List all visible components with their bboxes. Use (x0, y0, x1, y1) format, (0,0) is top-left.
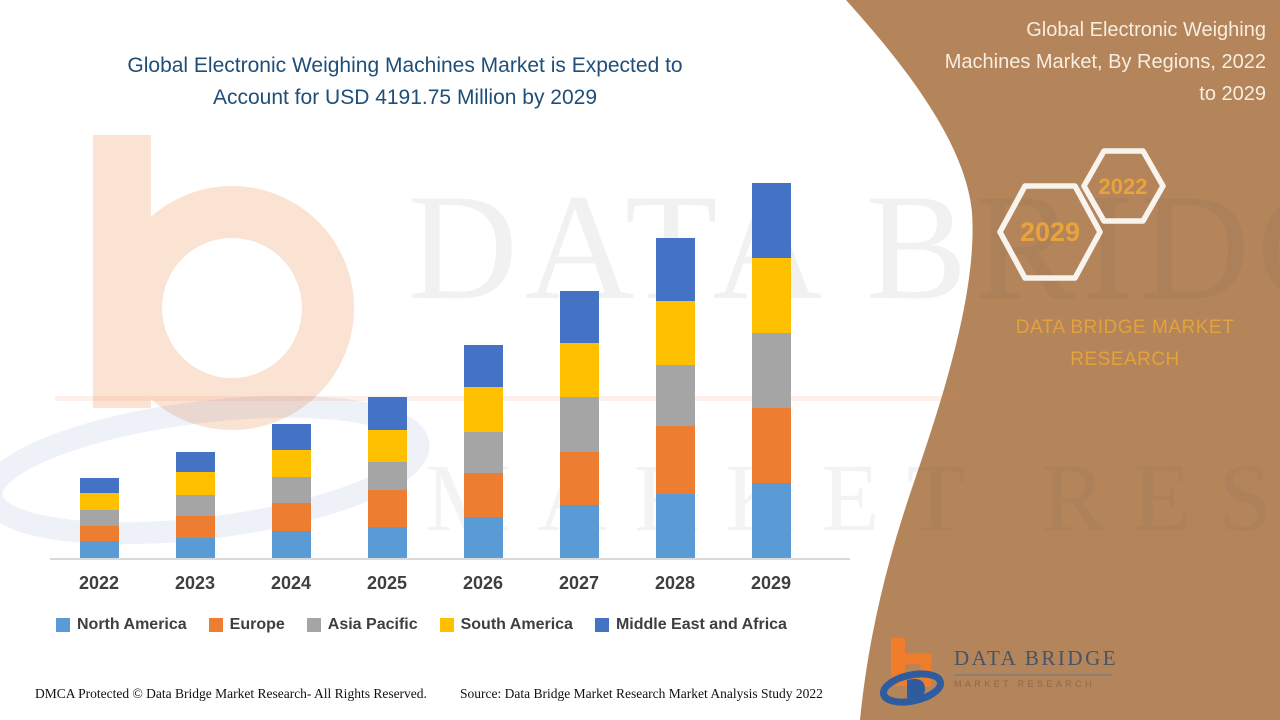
data-bridge-logo-icon (880, 638, 944, 706)
side-panel-heading-line3: to 2029 (1199, 83, 1266, 105)
bar-segment-asia-pacific-2024 (271, 477, 311, 503)
legend-swatch-north-america (56, 618, 70, 632)
bar-segment-north-america-2027 (559, 505, 599, 558)
stacked-bar-2026 (463, 345, 503, 558)
bar-segment-middle-east-and-africa-2028 (655, 238, 695, 301)
legend-item-north-america: North America (56, 616, 187, 634)
legend-item-asia-pacific: Asia Pacific (306, 616, 418, 634)
x-axis-label-2022: 2022 (78, 573, 120, 593)
bar-segment-north-america-2026 (463, 517, 503, 558)
logo-title: DATA BRIDGE (954, 646, 1119, 670)
legend-label-middle-east-and-africa: Middle East and Africa (615, 616, 787, 633)
stacked-bar-2024 (271, 424, 311, 558)
logo-text-block: DATA BRIDGE MARKET RESEARCH (954, 634, 1118, 689)
bar-segment-europe-2024 (271, 503, 311, 531)
bar-segment-middle-east-and-africa-2027 (559, 291, 599, 343)
legend-item-middle-east-and-africa: Middle East and Africa (594, 616, 787, 634)
bar-segment-europe-2027 (559, 452, 599, 505)
bar-segment-asia-pacific-2026 (463, 432, 503, 473)
legend-item-south-america: South America (439, 616, 573, 634)
legend-swatch-europe (208, 618, 223, 632)
legend-swatch-south-america (439, 618, 454, 632)
x-axis-label-2023: 2023 (174, 573, 216, 593)
stacked-bar-2027 (559, 291, 599, 558)
bar-segment-europe-2028 (655, 426, 695, 494)
bar-segment-asia-pacific-2023 (175, 495, 215, 516)
hexagon-2022-label: 2022 (1099, 174, 1148, 199)
x-axis-label-2029: 2029 (750, 573, 792, 593)
stacked-bar-2029 (751, 183, 791, 558)
chart-title: Global Electronic Weighing Machines Mark… (55, 50, 755, 114)
bar-segment-middle-east-and-africa-2029 (751, 183, 791, 258)
bar-segment-europe-2025 (367, 490, 407, 527)
legend-label-south-america: South America (460, 616, 573, 633)
hexagon-2029-badge: 2029 (997, 183, 1103, 281)
side-panel-heading: Global Electronic Weighing Machines Mark… (866, 14, 1266, 110)
bar-segment-europe-2023 (175, 516, 215, 538)
bar-segment-asia-pacific-2025 (367, 462, 407, 490)
brand-wordmark-line2: RESEARCH (1070, 349, 1180, 370)
chart-legend: North America Europe Asia Pacific South Ame… (56, 616, 787, 634)
bar-segment-middle-east-and-africa-2024 (271, 424, 311, 450)
bar-segment-south-america-2029 (751, 258, 791, 333)
stacked-bar-2028 (655, 238, 695, 558)
bar-segment-south-america-2026 (463, 387, 503, 432)
logo-underline (954, 674, 1112, 676)
bar-segment-middle-east-and-africa-2026 (463, 345, 503, 387)
x-axis-label-2028: 2028 (654, 573, 696, 593)
bar-segment-south-america-2022 (79, 493, 119, 510)
x-axis-label-2026: 2026 (462, 573, 504, 593)
bar-segment-asia-pacific-2028 (655, 365, 695, 426)
x-axis-line (50, 558, 850, 560)
dmca-notice: DMCA Protected © Data Bridge Market Rese… (35, 686, 427, 701)
brand-wordmark-line1: DATA BRIDGE MARKET (1015, 317, 1235, 338)
chart-title-line1: Global Electronic Weighing Machines Mark… (127, 54, 683, 77)
brand-wordmark: DATA BRIDGE MARKET RESEARCH (990, 312, 1260, 376)
bar-segment-north-america-2029 (751, 483, 791, 558)
bar-segment-south-america-2023 (175, 472, 215, 495)
bar-segment-north-america-2028 (655, 494, 695, 558)
bar-segment-middle-east-and-africa-2025 (367, 397, 407, 430)
stacked-bar-2025 (367, 397, 407, 558)
bar-segment-europe-2026 (463, 473, 503, 517)
legend-label-asia-pacific: Asia Pacific (327, 616, 418, 633)
bar-segment-north-america-2025 (367, 527, 407, 558)
hexagon-2022-badge: 2022 (1081, 148, 1166, 224)
bar-segment-south-america-2024 (271, 450, 311, 477)
bar-segment-asia-pacific-2029 (751, 333, 791, 408)
bar-segment-europe-2022 (79, 526, 119, 541)
bar-segment-europe-2029 (751, 408, 791, 483)
logo-subtitle: MARKET RESEARCH (954, 679, 1095, 689)
legend-label-europe: Europe (229, 616, 285, 633)
bar-segment-north-america-2024 (271, 531, 311, 558)
bar-segment-middle-east-and-africa-2022 (79, 478, 119, 493)
x-axis-label-2027: 2027 (558, 573, 600, 593)
bar-segment-asia-pacific-2027 (559, 397, 599, 452)
side-panel-heading-line1: Global Electronic Weighing (1026, 19, 1266, 41)
chart-title-line2: Account for USD 4191.75 Million by 2029 (212, 86, 598, 109)
x-axis-label-2025: 2025 (366, 573, 408, 593)
hexagon-year-badges: 2029 2022 (997, 148, 1166, 281)
bar-segment-asia-pacific-2022 (79, 510, 119, 526)
stacked-bar-2022 (79, 478, 119, 558)
bar-segment-south-america-2025 (367, 430, 407, 462)
hexagon-2029-label: 2029 (1020, 217, 1080, 247)
data-bridge-logo: DATA BRIDGE MARKET RESEARCH (880, 634, 1118, 706)
bar-segment-north-america-2022 (79, 541, 119, 558)
legend-swatch-asia-pacific (306, 618, 321, 632)
legend-label-north-america: North America (77, 616, 187, 633)
bar-segment-south-america-2027 (559, 343, 599, 397)
x-axis-label-2024: 2024 (270, 573, 312, 593)
stacked-bar-2023 (175, 452, 215, 558)
legend-item-europe: Europe (208, 616, 285, 634)
bar-segment-middle-east-and-africa-2023 (175, 452, 215, 472)
side-panel-heading-line2: Machines Market, By Regions, 2022 (944, 51, 1266, 73)
bar-segment-north-america-2023 (175, 538, 215, 558)
legend-swatch-middle-east-and-africa (594, 618, 609, 632)
source-note: Source: Data Bridge Market Research Mark… (460, 686, 823, 701)
bar-segment-south-america-2028 (655, 301, 695, 365)
